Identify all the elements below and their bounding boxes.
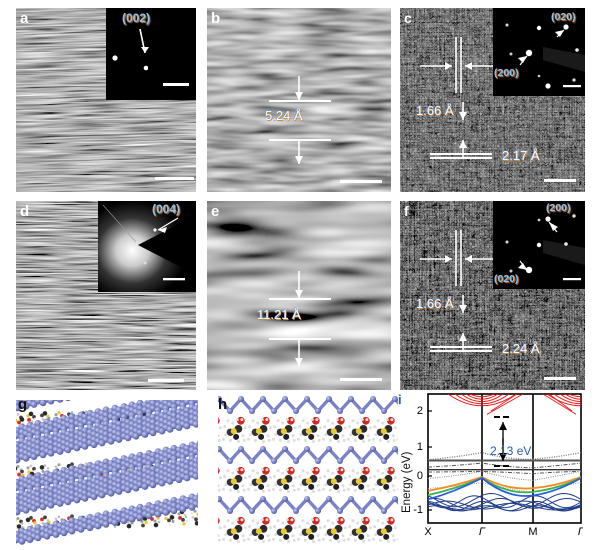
- svg-text:1: 1: [417, 441, 423, 453]
- svg-text:Γ: Γ: [578, 526, 583, 538]
- svg-text:X: X: [424, 526, 432, 538]
- svg-text:0: 0: [417, 470, 423, 482]
- svg-text:-1: -1: [413, 504, 423, 516]
- svg-text:2: 2: [417, 405, 423, 417]
- svg-text:M: M: [528, 526, 537, 538]
- svg-text:Γ: Γ: [479, 526, 486, 538]
